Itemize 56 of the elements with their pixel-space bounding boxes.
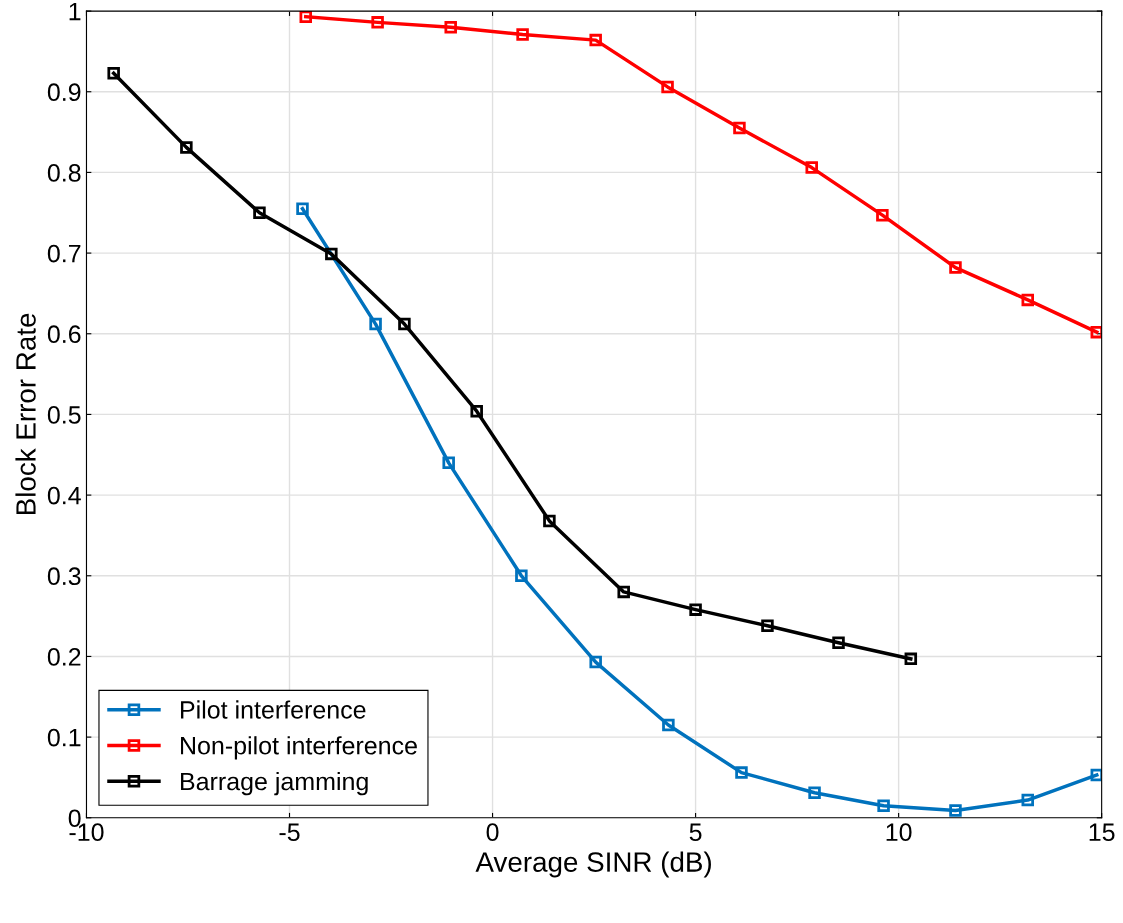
point	[371, 16, 384, 29]
point	[296, 202, 309, 215]
y-axis-title: Block Error Rate	[15, 313, 36, 515]
x-tick-label: 5	[689, 823, 702, 841]
x-tick-label: 10	[886, 823, 912, 841]
point	[832, 636, 845, 649]
point	[1021, 293, 1035, 307]
x-tick-label: 15	[1089, 823, 1115, 841]
y-tick-label: 0.8	[47, 164, 81, 182]
point	[398, 317, 411, 331]
y-tick-label: 0.7	[47, 244, 81, 263]
point	[444, 20, 457, 34]
point	[876, 208, 889, 222]
point	[543, 514, 556, 528]
legend-label: Barrage jamming	[181, 771, 368, 796]
point	[761, 619, 774, 633]
legend-label: Pilot interference	[181, 700, 366, 719]
point	[733, 121, 746, 135]
point	[589, 655, 602, 669]
point	[735, 766, 748, 779]
point	[661, 80, 674, 94]
point	[662, 718, 675, 732]
y-tick-label: 0.5	[47, 406, 81, 424]
point	[1090, 768, 1102, 782]
point	[516, 28, 529, 41]
x-tick-label: 0	[486, 823, 499, 841]
point	[369, 317, 382, 331]
legend-label: Non-pilot interference	[181, 736, 417, 760]
y-tick-label: 0.9	[47, 83, 81, 102]
y-tick-label: 1	[69, 2, 81, 21]
point	[589, 33, 602, 47]
point	[515, 569, 528, 583]
point	[689, 603, 702, 616]
point	[1021, 793, 1035, 807]
y-tick-label: 0.3	[47, 567, 81, 586]
x-axis-title: Average SINR (dB)	[475, 851, 711, 878]
y-tick-label: 0.6	[47, 325, 81, 344]
point	[253, 206, 266, 219]
point	[949, 261, 962, 274]
point	[325, 247, 338, 261]
point	[1090, 325, 1102, 339]
point	[805, 161, 818, 174]
point	[470, 404, 483, 418]
point	[442, 456, 455, 470]
y-tick-label: 0.1	[47, 728, 81, 747]
point	[299, 11, 312, 23]
point	[180, 141, 193, 154]
point	[949, 804, 962, 817]
point	[107, 66, 120, 80]
point	[808, 786, 821, 800]
point	[904, 652, 918, 666]
x-tick-label: -5	[279, 823, 300, 841]
point	[617, 585, 630, 599]
point	[877, 799, 890, 812]
y-tick-label: 0.2	[47, 648, 81, 666]
y-tick-label: 0.4	[47, 486, 81, 505]
